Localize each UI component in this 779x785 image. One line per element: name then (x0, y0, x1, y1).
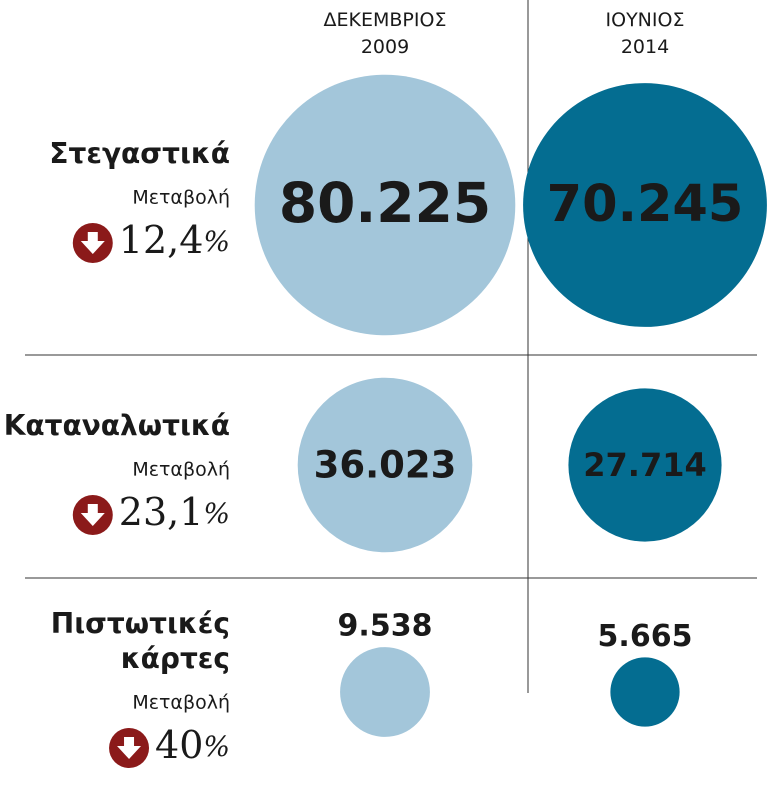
category-label: Στεγαστικά (49, 137, 230, 170)
value-label: 27.714 (583, 446, 706, 484)
bubble (340, 647, 430, 737)
change-value: 23,1% (119, 490, 230, 534)
series-header: ΙΟΥΝΙΟΣ 2014 (606, 9, 685, 58)
down-arrow (117, 737, 142, 759)
bubble (610, 657, 680, 727)
series-header: ΔΕΚΕΜΒΡΙΟΣ 2009 (324, 9, 447, 58)
bubble (568, 388, 722, 542)
down-arrow (80, 504, 105, 526)
down-arrow (80, 232, 105, 254)
change-value: 40% (155, 723, 230, 767)
category-label: Καταναλωτικά (4, 409, 230, 442)
value-label: 9.538 (338, 609, 433, 644)
change-caption: Μεταβολή (132, 187, 230, 209)
bubble (523, 83, 767, 327)
value-label: 5.665 (598, 619, 693, 654)
change-caption: Μεταβολή (132, 459, 230, 481)
change-caption: Μεταβολή (132, 692, 230, 714)
bubble (254, 74, 516, 336)
value-label: 36.023 (314, 444, 457, 487)
value-label: 80.225 (279, 171, 491, 235)
category-label: Πιστωτικές κάρτες (51, 607, 230, 675)
bubble (297, 377, 473, 553)
change-value: 12,4% (119, 218, 230, 262)
value-label: 70.245 (547, 175, 744, 234)
